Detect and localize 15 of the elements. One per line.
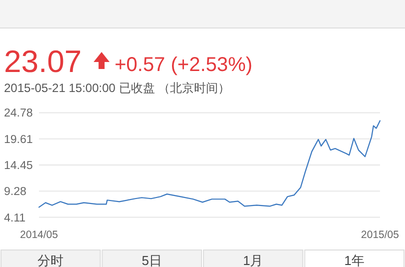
- line-series: [38, 120, 381, 208]
- text: 分时: [38, 253, 64, 267]
- chart-title: 23.07: [4, 44, 82, 79]
- text: 5日: [142, 253, 162, 267]
- y-tick-label: 19.61: [4, 134, 33, 146]
- text: 1年: [344, 253, 364, 267]
- text: 1月: [243, 253, 264, 267]
- text: 2015-05-21 15:00:00 已收盘 （北京时间）: [4, 81, 230, 95]
- x-tick-label: 2015/05: [361, 229, 400, 241]
- chart-subtitle: +0.57 (+2.53%): [114, 54, 252, 76]
- y-tick-label: 14.45: [4, 160, 33, 172]
- y-tick-label: 9.28: [4, 186, 26, 198]
- y-tick-label: 24.78: [4, 108, 33, 120]
- x-tick-label: 2014/05: [20, 229, 58, 241]
- y-tick-label: 4.11: [4, 212, 26, 224]
